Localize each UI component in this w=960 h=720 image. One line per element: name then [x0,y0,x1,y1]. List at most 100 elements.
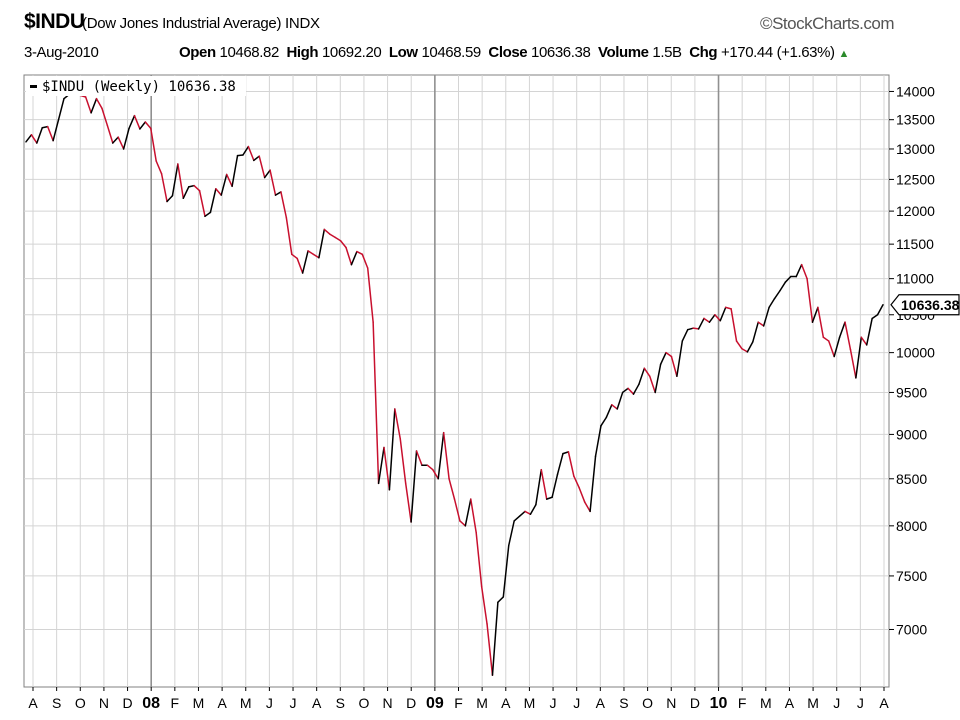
x-tick-label: M [807,695,819,711]
x-tick-label: M [193,695,205,711]
price-segment [46,125,54,142]
price-segment [25,134,33,143]
y-tick-label: 13000 [896,141,935,157]
price-segment [838,321,846,339]
price-segment [491,601,499,676]
price-segment [307,250,315,256]
price-segment [817,306,825,339]
price-segment [285,216,293,256]
price-segment [453,498,461,522]
price-segment [757,321,765,327]
x-tick-label: O [642,695,653,711]
price-segment [497,596,505,603]
price-segment [605,404,613,419]
x-tick-label: 08 [142,695,160,712]
price-segment [106,124,114,144]
x-tick-label: M [476,695,488,711]
price-segment [57,97,65,121]
source-watermark: ©StockCharts.com [760,14,894,33]
price-segment [323,228,331,235]
x-tick-label: O [75,695,86,711]
x-tick-label: O [358,695,369,711]
price-segment [855,336,863,379]
high-value: 10692.20 [321,44,382,61]
price-segment [209,188,217,214]
price-segment [404,482,412,523]
y-tick-label: 10000 [896,345,935,361]
chart-title-row: $INDU (Dow Jones Industrial Average) IND… [24,10,894,36]
price-segment [30,134,38,144]
open-label: Open [179,44,216,61]
price-segment [768,297,776,309]
x-tick-label: J [573,695,580,711]
x-tick-label: J [266,695,273,711]
price-segment [139,121,147,130]
x-tick-label: J [833,695,840,711]
x-tick-label: D [406,695,416,711]
price-segment [676,340,684,378]
price-segment [334,236,342,242]
price-segment [442,431,450,480]
ohlc-info-row: 3-Aug-2010 Open 10468.82 High 10692.20 L… [24,44,894,64]
price-segment [361,253,369,269]
price-segment [708,314,716,323]
price-segment [128,114,136,130]
price-segment [291,253,298,260]
y-tick-label: 14000 [896,83,935,99]
legend-swatch [30,85,37,88]
price-segment [383,446,391,491]
price-segment [800,263,808,280]
price-segment [112,136,119,144]
x-tick-label: F [454,695,463,711]
price-segment [296,257,304,274]
price-segment [459,520,467,527]
y-axis-ticks: 7000750080008500900095001000010500110001… [889,83,935,637]
price-segment [366,267,374,323]
price-segment [388,408,396,491]
price-segment [84,96,92,114]
price-segment [589,455,597,513]
x-tick-label: N [666,695,676,711]
legend-label: $INDU (Weekly) 10636.38 [42,79,236,95]
x-tick-label: F [738,695,747,711]
x-tick-label: D [122,695,132,711]
price-segment [638,367,646,386]
price-segment [594,425,602,458]
symbol-label: $INDU [24,10,85,33]
price-segment [551,473,559,499]
price-segment [236,154,244,157]
x-tick-label: 10 [710,695,728,712]
last-value-box [890,294,960,316]
price-segment [399,437,407,485]
price-segment [746,341,754,353]
price-segment [741,348,749,353]
price-segment [350,250,358,266]
x-tick-label: S [52,695,61,711]
grid-lines [24,75,889,687]
price-segment [529,504,537,516]
price-segment [122,127,130,150]
low-label: Low [388,44,418,61]
price-segment [583,501,591,513]
price-segment [253,155,260,162]
x-tick-label: N [383,695,393,711]
price-segment [502,544,510,598]
low-value: 10468.59 [421,44,481,61]
y-tick-label: 11000 [896,271,934,287]
price-segment [730,308,738,342]
price-segment [632,383,640,395]
price-segment [426,464,434,471]
price-segment [507,520,515,547]
price-segment [627,387,635,395]
price-segment [518,510,526,517]
x-tick-label: M [240,695,252,711]
x-tick-label: M [760,695,772,711]
price-segment [345,246,353,266]
price-segment [865,317,873,346]
price-segment [155,160,163,175]
price-segment [117,136,125,150]
price-segment [540,468,548,500]
price-segment [464,498,472,527]
price-segment [36,127,44,144]
price-segment [795,263,803,278]
